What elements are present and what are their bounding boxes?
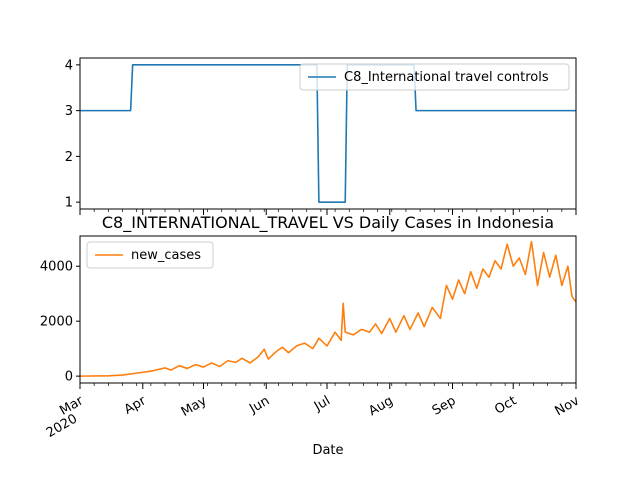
top-ytick-label: 3 xyxy=(65,104,73,119)
bottom-legend-label: new_cases xyxy=(131,248,201,263)
top-ytick-label: 1 xyxy=(65,196,73,211)
xtick-label: Apr xyxy=(122,393,150,418)
xtick-label: Aug xyxy=(366,393,395,419)
top-ytick-label: 4 xyxy=(65,58,73,73)
bottom-series-line-0 xyxy=(79,240,577,377)
x-axis-label: Date xyxy=(312,443,343,458)
xtick-label: Oct xyxy=(492,393,519,417)
xtick-label: Sep xyxy=(430,393,459,418)
top-legend: C8_International travel controls xyxy=(299,63,570,91)
xtick-sublabel: 2020 xyxy=(44,411,80,441)
xtick-label: Jun xyxy=(246,393,272,417)
top-subplot: 1 2 3 4 C8_International travel controls xyxy=(65,57,577,215)
top-legend-label: C8_International travel controls xyxy=(344,70,549,85)
bottom-ytick-label: 4000 xyxy=(40,260,73,275)
xtick-label: May xyxy=(179,393,210,420)
xtick-label: Nov xyxy=(553,393,583,419)
top-ytick-label: 2 xyxy=(65,150,73,165)
xtick-label: Jul xyxy=(311,393,333,414)
bottom-ytick-label: 0 xyxy=(65,370,73,385)
top-plot-frame xyxy=(79,57,577,210)
bottom-plot-frame xyxy=(79,235,577,384)
top-legend-box xyxy=(299,63,570,91)
chart-title: C8_INTERNATIONAL_TRAVEL VS Daily Cases i… xyxy=(102,213,554,233)
bottom-legend-box xyxy=(86,241,214,269)
bottom-ytick-label: 2000 xyxy=(40,315,73,330)
bottom-legend: new_cases xyxy=(86,241,214,269)
